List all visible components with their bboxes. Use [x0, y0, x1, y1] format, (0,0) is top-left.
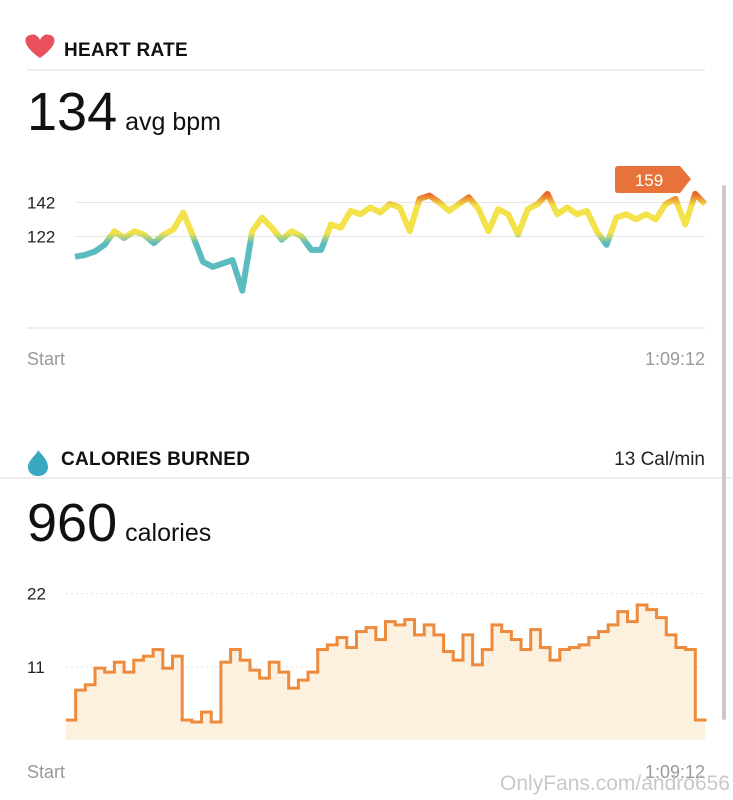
callout-shape [615, 166, 691, 193]
scrollbar[interactable] [722, 185, 726, 720]
x-end-label: 1:09:12 [645, 762, 705, 782]
x-start-label: Start [27, 349, 65, 369]
summary: 134 avg bpm [27, 82, 221, 142]
heart-rate-line [74, 190, 708, 294]
max-label: 159 [635, 171, 663, 190]
x-end-label: 1:09:12 [645, 349, 705, 369]
max-callout: 159 [615, 166, 691, 193]
y-tick-label: 122 [27, 227, 55, 246]
summary-value: 960 [27, 493, 117, 553]
summary-value: 134 [27, 82, 117, 142]
x-start-label: Start [27, 762, 65, 782]
summary-unit: calories [125, 519, 211, 547]
summary-unit: avg bpm [125, 108, 221, 136]
y-tick-label: 142 [27, 193, 55, 212]
rate: 13 Cal/min [614, 449, 705, 470]
summary: 960 calories [27, 493, 211, 553]
y-tick-label: 11 [27, 658, 45, 677]
section-title: HEART RATE [64, 40, 188, 61]
drop-icon [28, 450, 48, 476]
area-fill [66, 604, 705, 740]
section-title: CALORIES BURNED [61, 449, 250, 470]
watermark: OnlyFans.com/andro656 [500, 772, 730, 795]
heart-icon [25, 34, 55, 58]
y-tick-label: 22 [27, 585, 46, 604]
